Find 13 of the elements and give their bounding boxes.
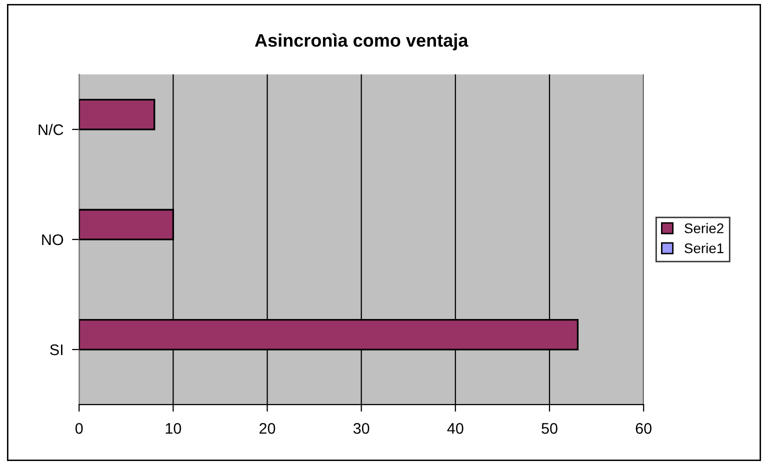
y-tick-label: SI — [50, 344, 62, 356]
y-tick-label: N/C — [38, 124, 64, 136]
x-tick-label: 20 — [260, 423, 276, 434]
x-tick-label: 0 — [75, 423, 83, 434]
x-tick-label: 60 — [636, 423, 652, 434]
x-tick-label: 40 — [447, 423, 464, 434]
legend-label: Serie1 — [684, 243, 724, 254]
x-tick-label: 10 — [166, 423, 182, 434]
legend-label: Serie2 — [684, 223, 724, 234]
chart-title: Asincronìa como ventaja — [254, 33, 468, 50]
y-tick-label: NO — [42, 234, 64, 246]
x-tick-label: 50 — [542, 423, 558, 434]
x-tick-label: 30 — [353, 423, 370, 434]
